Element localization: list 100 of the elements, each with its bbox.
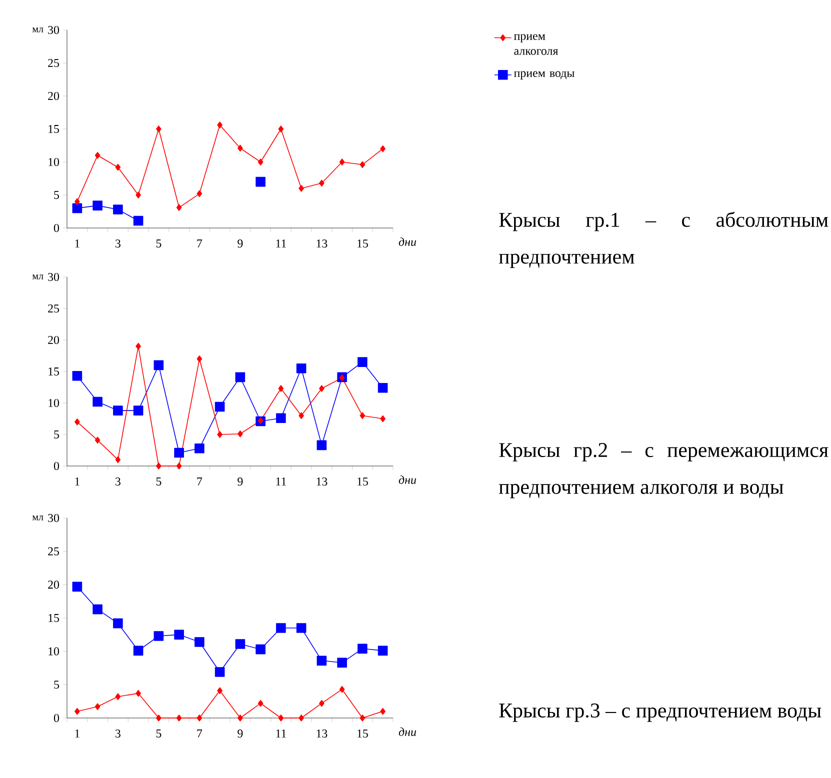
point: [154, 631, 164, 641]
point: [214, 667, 225, 677]
point: [319, 700, 324, 707]
y-tick-label: 25: [48, 304, 60, 313]
y-tick-label: 5: [54, 191, 60, 199]
point: [92, 604, 102, 614]
point: [358, 357, 368, 367]
point: [94, 703, 100, 710]
y-tick-label: 15: [48, 124, 60, 133]
point: [358, 644, 368, 654]
point: [92, 396, 102, 407]
y-tick-label: 30: [48, 272, 60, 282]
point: [238, 144, 243, 152]
point: [235, 639, 246, 649]
y-tick-label: 0: [54, 462, 60, 470]
point: [380, 708, 386, 715]
x-tick-label: 11: [276, 730, 286, 738]
point: [176, 714, 182, 722]
point: [94, 436, 100, 444]
point: [154, 360, 164, 370]
x-tick-label: 5: [156, 730, 162, 738]
point: [115, 456, 121, 464]
point: [278, 714, 284, 722]
point: [217, 431, 222, 438]
x-axis-title: дни: [398, 728, 416, 736]
y-tick-label: 0: [54, 714, 60, 722]
point: [298, 714, 304, 722]
point: [380, 145, 386, 152]
point: [339, 686, 345, 693]
x-axis-title: дни: [398, 238, 416, 246]
point: [256, 644, 266, 654]
text: Крысы гр.2 – с перемежающимся предпочтением алкоголя и воды: [498, 443, 828, 498]
point: [156, 126, 162, 132]
point: [378, 646, 388, 656]
x-tick-label: 7: [197, 730, 202, 738]
point: [174, 448, 184, 458]
point: [196, 714, 202, 722]
x-tick-label: 5: [156, 240, 162, 248]
point: [296, 623, 306, 633]
point: [217, 122, 222, 128]
y-tick-label: 20: [48, 336, 60, 344]
point: [298, 184, 304, 192]
y-tick-label: 20: [48, 580, 60, 589]
point: [378, 382, 388, 393]
point: [176, 462, 182, 470]
x-tick-label: 15: [358, 730, 368, 738]
point: [256, 176, 266, 187]
point: [296, 363, 306, 374]
y-tick-label: 30: [48, 514, 60, 522]
point: [136, 192, 141, 198]
point: [214, 402, 225, 412]
y-tick-label: 15: [48, 614, 60, 622]
point: [276, 623, 286, 633]
point: [380, 415, 386, 422]
x-tick-label: 7: [197, 240, 202, 248]
x-tick-label: 11: [276, 478, 286, 486]
y-tick-label: 25: [48, 547, 60, 556]
point: [258, 158, 264, 166]
x-tick-label: 3: [116, 478, 120, 486]
point: [156, 462, 162, 470]
x-tick-label: 1: [75, 730, 80, 738]
point: [278, 385, 284, 392]
point: [94, 152, 100, 159]
point: [316, 440, 327, 450]
legend-label: прием воды: [514, 71, 574, 80]
point: [360, 412, 366, 419]
point: [238, 430, 243, 438]
y-tick-label: 5: [54, 430, 60, 438]
point: [337, 658, 347, 668]
point: [113, 204, 123, 214]
point: [72, 203, 82, 214]
point: [319, 385, 324, 392]
x-tick-label: 15: [358, 478, 368, 486]
y-tick-label: 0: [54, 224, 60, 232]
point: [196, 355, 202, 362]
point: [276, 413, 286, 424]
point: [113, 406, 123, 416]
point: [339, 158, 345, 166]
x-tick-label: 13: [316, 478, 328, 486]
point: [115, 693, 121, 700]
point: [238, 714, 243, 722]
point: [298, 412, 304, 419]
text: Крысы гр.3 – с предпочтением воды: [499, 704, 822, 722]
y-tick-label: 10: [48, 158, 60, 166]
x-tick-label: 5: [156, 478, 162, 486]
point: [136, 690, 141, 697]
y-tick-label: 10: [48, 647, 60, 656]
x-tick-label: 11: [276, 240, 286, 248]
point: [74, 418, 80, 426]
x-tick-label: 9: [238, 730, 243, 738]
point: [194, 637, 204, 647]
x-tick-label: 1: [75, 478, 80, 486]
point: [217, 687, 222, 694]
y-tick-label: 30: [48, 26, 60, 34]
x-tick-label: 3: [116, 730, 120, 738]
y-axis-title: мл: [32, 516, 44, 520]
point: [74, 198, 80, 205]
point: [92, 200, 102, 210]
x-tick-label: 15: [358, 240, 368, 248]
x-tick-label: 7: [197, 478, 202, 486]
